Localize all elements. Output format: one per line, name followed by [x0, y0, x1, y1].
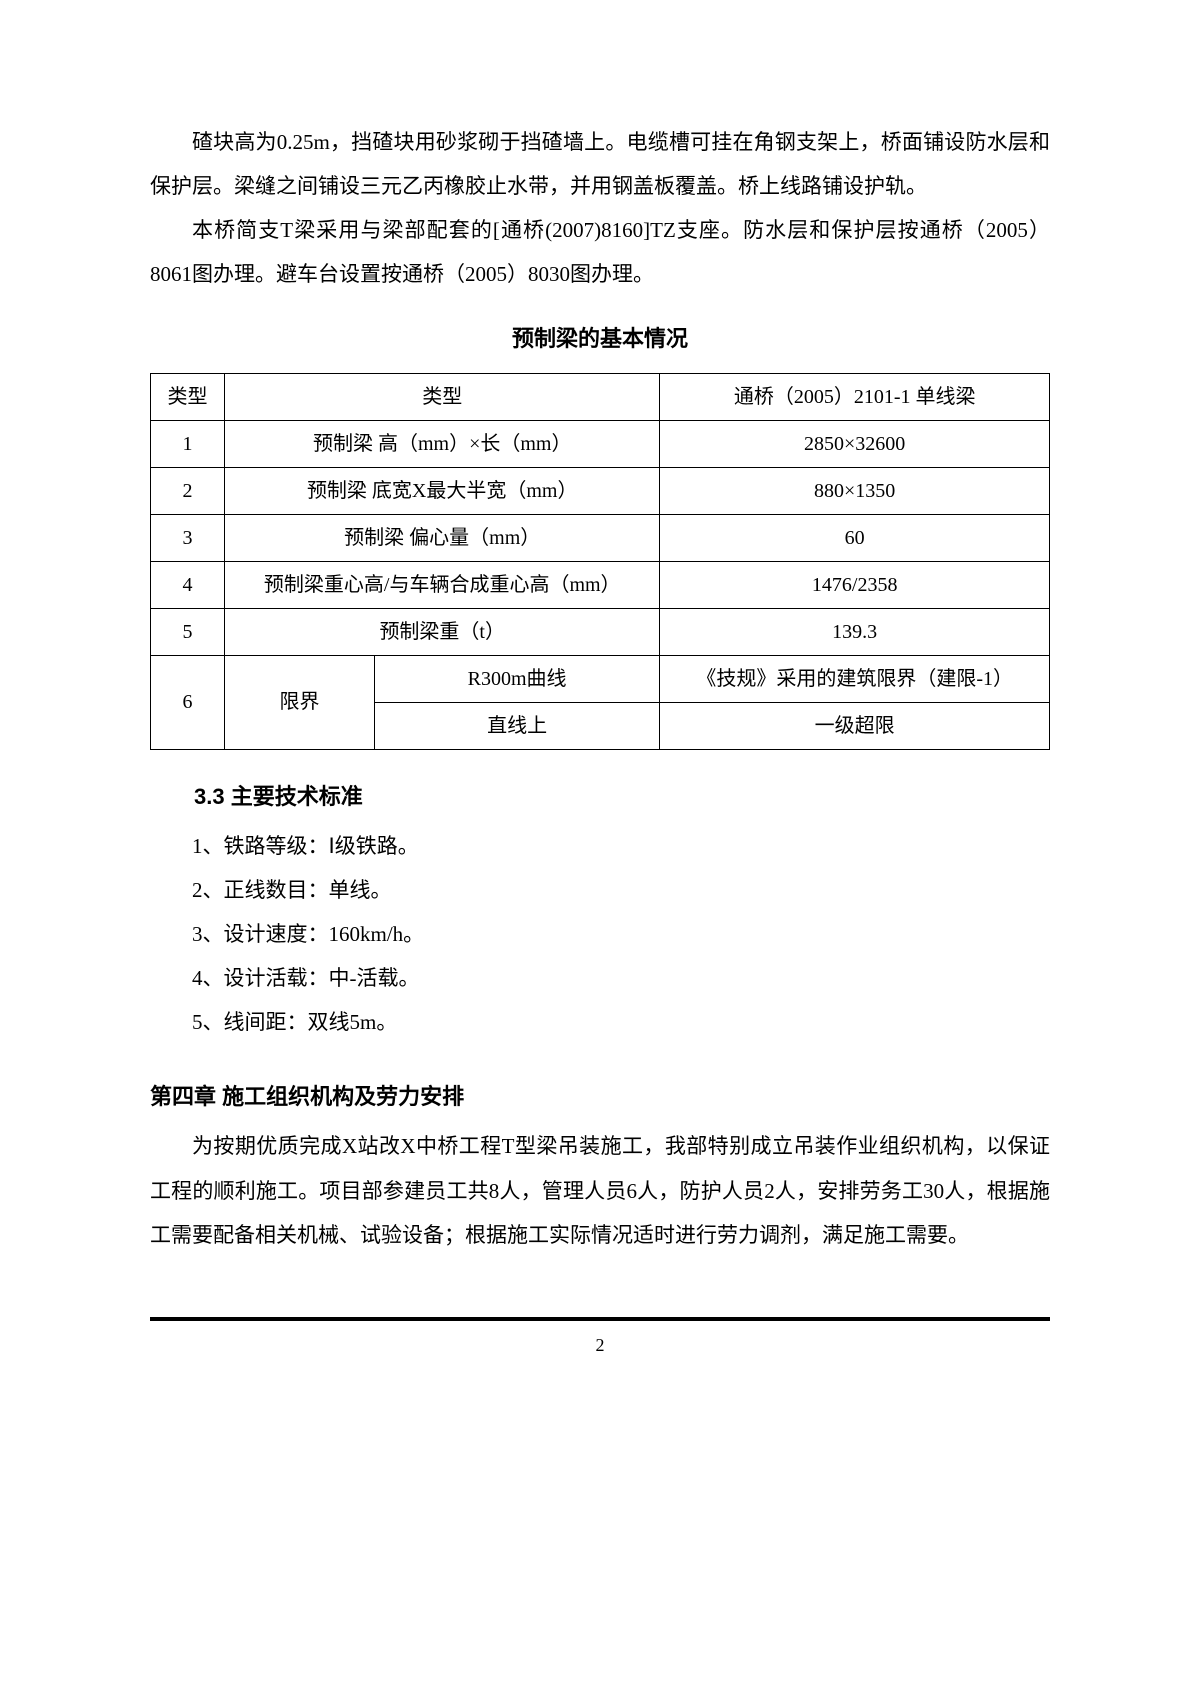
- list-item: 4、设计活载：中-活载。: [150, 956, 1050, 1000]
- cell-value: 880×1350: [660, 467, 1050, 514]
- cell-value: 1476/2358: [660, 561, 1050, 608]
- section-3-3-heading: 3.3 主要技术标准: [150, 774, 1050, 820]
- paragraph-1: 碴块高为0.25m，挡碴块用砂浆砌于挡碴墙上。电缆槽可挂在角钢支架上，桥面铺设防…: [150, 120, 1050, 208]
- table-row: 5 预制梁重（t） 139.3: [151, 608, 1050, 655]
- cell-value: 60: [660, 514, 1050, 561]
- cell-label: 预制梁重（t）: [225, 608, 660, 655]
- beam-spec-table: 类型 类型 通桥（2005）2101-1 单线梁 1 预制梁 高（mm）×长（m…: [150, 373, 1050, 750]
- cell-idx: 1: [151, 420, 225, 467]
- table-row: 1 预制梁 高（mm）×长（mm） 2850×32600: [151, 420, 1050, 467]
- table-header-row: 类型 类型 通桥（2005）2101-1 单线梁: [151, 373, 1050, 420]
- header-cell-2: 类型: [225, 373, 660, 420]
- table-row: 4 预制梁重心高/与车辆合成重心高（mm） 1476/2358: [151, 561, 1050, 608]
- cell-sub2: 直线上: [374, 702, 660, 749]
- list-item: 2、正线数目：单线。: [150, 868, 1050, 912]
- cell-label: 限界: [225, 655, 375, 749]
- table-row: 2 预制梁 底宽X最大半宽（mm） 880×1350: [151, 467, 1050, 514]
- cell-label: 预制梁重心高/与车辆合成重心高（mm）: [225, 561, 660, 608]
- cell-idx: 5: [151, 608, 225, 655]
- chapter-4-body: 为按期优质完成X站改X中桥工程T型梁吊装施工，我部特别成立吊装作业组织机构，以保…: [150, 1124, 1050, 1256]
- table-title: 预制梁的基本情况: [150, 316, 1050, 362]
- cell-label: 预制梁 底宽X最大半宽（mm）: [225, 467, 660, 514]
- table-row: 3 预制梁 偏心量（mm） 60: [151, 514, 1050, 561]
- cell-val2: 一级超限: [660, 702, 1050, 749]
- list-item: 3、设计速度：160km/h。: [150, 912, 1050, 956]
- cell-sub1: R300m曲线: [374, 655, 660, 702]
- chapter-4-heading: 第四章 施工组织机构及劳力安排: [150, 1074, 1050, 1120]
- header-cell-3: 通桥（2005）2101-1 单线梁: [660, 373, 1050, 420]
- cell-val1: 《技规》采用的建筑限界（建限-1）: [660, 655, 1050, 702]
- table-row-6a: 6 限界 R300m曲线 《技规》采用的建筑限界（建限-1）: [151, 655, 1050, 702]
- cell-idx: 2: [151, 467, 225, 514]
- footer-divider: [150, 1317, 1050, 1321]
- header-cell-1: 类型: [151, 373, 225, 420]
- cell-idx: 6: [151, 655, 225, 749]
- cell-idx: 3: [151, 514, 225, 561]
- list-item: 1、铁路等级：Ⅰ级铁路。: [150, 824, 1050, 868]
- cell-label: 预制梁 偏心量（mm）: [225, 514, 660, 561]
- cell-idx: 4: [151, 561, 225, 608]
- list-item: 5、线间距：双线5m。: [150, 1000, 1050, 1044]
- cell-label: 预制梁 高（mm）×长（mm）: [225, 420, 660, 467]
- cell-value: 139.3: [660, 608, 1050, 655]
- paragraph-2: 本桥简支T梁采用与梁部配套的[通桥(2007)8160]TZ支座。防水层和保护层…: [150, 208, 1050, 296]
- page-number: 2: [150, 1327, 1050, 1365]
- cell-value: 2850×32600: [660, 420, 1050, 467]
